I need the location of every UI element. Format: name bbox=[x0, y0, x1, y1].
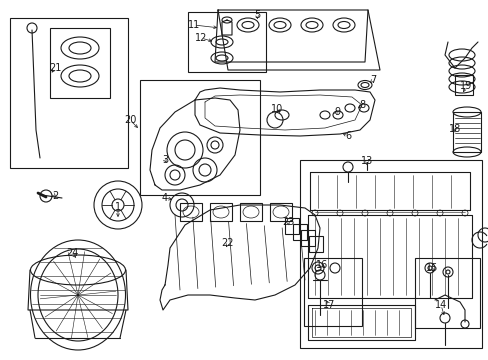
Text: 6: 6 bbox=[344, 131, 350, 141]
Text: 21: 21 bbox=[49, 63, 61, 73]
Text: 17: 17 bbox=[322, 300, 334, 310]
Text: 24: 24 bbox=[66, 248, 78, 258]
Text: 14: 14 bbox=[434, 300, 446, 310]
Text: 4: 4 bbox=[162, 193, 168, 203]
Bar bbox=[285, 218, 298, 234]
Bar bbox=[299, 160, 481, 348]
Text: 2: 2 bbox=[52, 191, 58, 201]
Bar bbox=[292, 224, 306, 240]
Text: 5: 5 bbox=[253, 10, 260, 20]
Text: 7: 7 bbox=[369, 75, 375, 85]
Text: 22: 22 bbox=[221, 238, 234, 248]
Text: 8: 8 bbox=[358, 100, 365, 110]
Bar bbox=[240, 203, 262, 221]
Text: 15: 15 bbox=[425, 263, 437, 273]
Text: 10: 10 bbox=[270, 104, 283, 114]
Text: 11: 11 bbox=[187, 20, 200, 30]
Bar bbox=[209, 203, 231, 221]
Bar bbox=[140, 80, 260, 195]
Bar bbox=[452, 112, 480, 152]
Text: 18: 18 bbox=[448, 124, 460, 134]
Text: 3: 3 bbox=[162, 155, 168, 165]
Text: 16: 16 bbox=[315, 260, 327, 270]
Bar bbox=[187, 12, 265, 72]
Text: 9: 9 bbox=[333, 107, 339, 117]
Bar bbox=[10, 18, 128, 168]
Bar bbox=[414, 258, 479, 328]
Text: 12: 12 bbox=[194, 33, 207, 43]
Bar bbox=[269, 203, 291, 221]
Text: 13: 13 bbox=[360, 156, 372, 166]
Text: 1: 1 bbox=[115, 202, 121, 212]
Text: 20: 20 bbox=[123, 115, 136, 125]
Text: 23: 23 bbox=[281, 217, 294, 227]
Text: 19: 19 bbox=[459, 81, 471, 91]
Bar bbox=[50, 28, 110, 98]
Bar bbox=[304, 258, 361, 326]
Bar bbox=[308, 236, 323, 252]
Bar bbox=[180, 203, 202, 221]
Bar bbox=[454, 75, 472, 95]
Bar bbox=[301, 230, 314, 246]
